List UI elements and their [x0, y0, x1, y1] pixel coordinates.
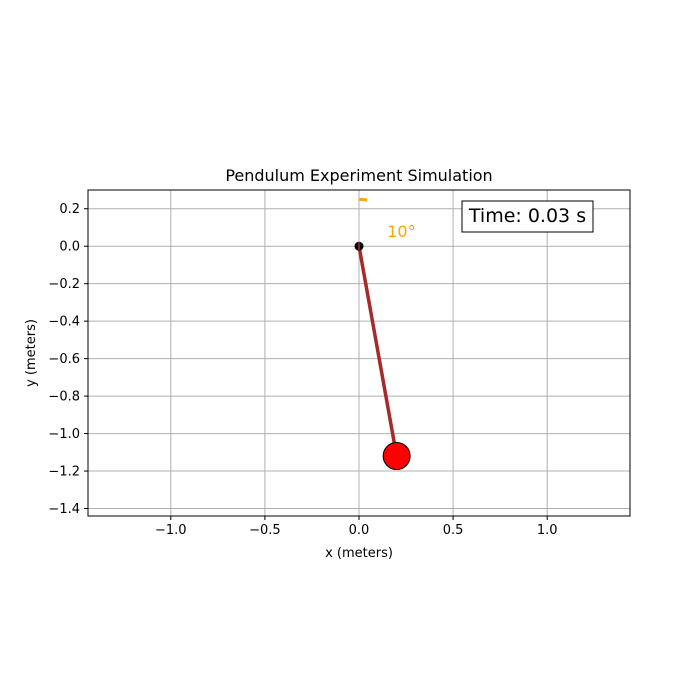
ticks: −1.0 −0.5 0.0 0.5 1.0 0.2 0.0 −0.2 −0.4 −0.6 −0.8 −…	[48, 202, 557, 538]
time-annotation: Time: 0.03 s	[461, 200, 594, 233]
time-annotation-box	[461, 200, 594, 233]
y-tick-label: −1.2	[48, 465, 80, 480]
chart-title: Pendulum Experiment Simulation	[225, 166, 492, 185]
y-axis-label: y (meters)	[24, 319, 39, 387]
x-tick-label: 1.0	[537, 523, 558, 538]
angle-arc	[358, 197, 368, 202]
y-tick-label: −1.4	[48, 502, 80, 517]
x-tick-label: 0.5	[443, 523, 464, 538]
x-tick-label: −1.0	[155, 523, 187, 538]
y-tick-label: −1.0	[48, 427, 80, 442]
pendulum-bob	[382, 442, 411, 471]
y-tick-label: −0.8	[48, 390, 80, 405]
y-tick-label: 0.0	[59, 240, 80, 255]
x-axis-label: x (meters)	[325, 546, 393, 561]
grid	[88, 190, 630, 516]
plot-marks: 10°	[354, 197, 416, 471]
angle-label: 10°	[387, 222, 415, 241]
y-tick-label: −0.2	[48, 277, 80, 292]
pendulum-rod	[357, 244, 399, 458]
x-tick-label: −0.5	[249, 523, 281, 538]
y-tick-label: 0.2	[59, 202, 80, 217]
x-tick-label: 0.0	[349, 523, 370, 538]
y-tick-label: −0.6	[48, 352, 80, 367]
y-tick-label: −0.4	[48, 315, 80, 330]
time-text: Time: 0.03 s	[468, 205, 586, 227]
